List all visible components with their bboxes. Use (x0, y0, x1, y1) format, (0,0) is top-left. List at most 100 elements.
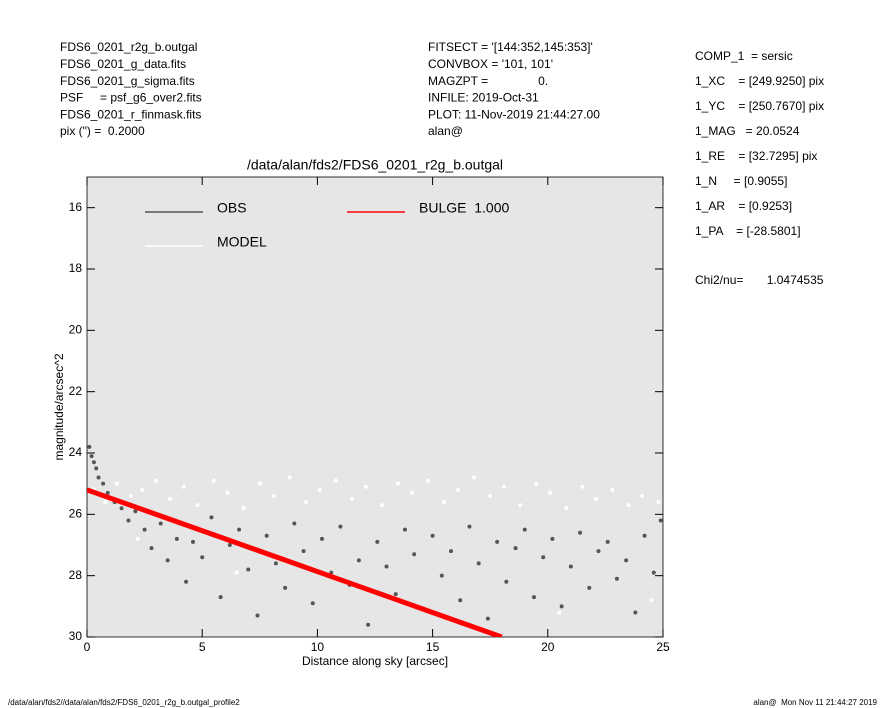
data-point (101, 481, 106, 486)
data-point (91, 460, 96, 465)
data-point (402, 527, 407, 532)
data-point (485, 616, 490, 621)
param-line: 1_RE = [32.7295] pix (695, 149, 817, 163)
y-tick-label: 22 (69, 384, 83, 398)
legend-label: MODEL (217, 234, 267, 250)
data-point (587, 585, 592, 590)
data-point (317, 487, 322, 492)
data-point (135, 536, 140, 541)
data-point (425, 478, 430, 483)
data-point (349, 497, 354, 501)
data-point (366, 622, 371, 627)
data-point (94, 466, 99, 471)
param-line: 1_YC = [250.7670] pix (695, 99, 824, 113)
param-line: 1_PA = [-28.5801] (695, 224, 801, 238)
header-left-line: FDS6_0201_g_data.fits (60, 57, 186, 71)
header-middle-line: alan@ (428, 124, 463, 138)
data-point (149, 546, 154, 551)
data-point (165, 558, 170, 563)
data-point (449, 549, 454, 554)
data-point (642, 533, 647, 538)
data-point (105, 490, 110, 495)
data-point (87, 444, 92, 449)
data-point (119, 506, 124, 511)
data-point (227, 543, 232, 547)
x-tick-label: 25 (656, 640, 670, 654)
x-tick-label: 5 (199, 640, 206, 654)
legend-label: BULGE 1.000 (419, 200, 509, 216)
header-middle-line: INFILE: 2019-Oct-31 (428, 91, 539, 105)
model-line (87, 487, 503, 637)
data-point (633, 610, 638, 615)
data-point (557, 610, 562, 615)
footer-left: /data/alan/fds2//data/alan/fds2/FDS6_020… (8, 698, 240, 707)
data-point (476, 561, 481, 566)
data-point (133, 509, 138, 514)
data-point (195, 503, 200, 508)
data-point (548, 490, 553, 495)
data-point (610, 487, 615, 492)
data-point (430, 533, 435, 538)
data-point (128, 493, 133, 498)
data-point (200, 555, 205, 560)
data-point (209, 515, 214, 520)
data-point (605, 539, 610, 544)
data-point (396, 481, 401, 486)
data-point (568, 564, 573, 569)
data-point (255, 613, 260, 618)
y-axis-label: magnitude/arcsec^2 (52, 353, 66, 460)
data-point (614, 576, 619, 581)
data-point (174, 536, 179, 541)
data-point (140, 487, 145, 492)
data-point (287, 475, 292, 480)
data-point (225, 490, 230, 495)
header-left-line: pix (") = 0.2000 (60, 124, 145, 138)
data-point (594, 497, 599, 501)
data-point (271, 493, 276, 498)
data-point (656, 500, 661, 505)
data-point (103, 500, 108, 505)
data-point (310, 601, 315, 606)
data-point (513, 546, 518, 551)
param-line: 1_AR = [0.9253] (695, 199, 792, 213)
y-tick-label: 30 (69, 629, 83, 643)
data-point (439, 573, 444, 578)
data-point (257, 481, 262, 486)
data-point (522, 527, 527, 532)
data-point (467, 524, 472, 529)
param-line: 1_N = [0.9055] (695, 174, 787, 188)
marks (87, 444, 663, 637)
data-point (89, 454, 94, 459)
data-point (303, 500, 308, 505)
data-point (580, 484, 585, 489)
data-point (458, 598, 463, 603)
data-point (384, 564, 389, 569)
data-point (375, 539, 380, 544)
data-point (393, 592, 398, 597)
data-point (167, 497, 172, 501)
data-point (181, 484, 186, 489)
param-line: COMP_1 = sersic (695, 49, 793, 63)
data-point (502, 484, 507, 489)
data-point (333, 478, 338, 483)
header-left-line: FDS6_0201_g_sigma.fits (60, 74, 195, 88)
y-tick-label: 18 (69, 261, 83, 275)
data-point (379, 503, 384, 508)
y-tick-label: 20 (69, 323, 83, 337)
data-point (624, 558, 629, 563)
data-point (640, 493, 645, 498)
data-point (218, 595, 223, 600)
data-point (534, 481, 539, 486)
data-point (126, 518, 131, 523)
data-point (455, 487, 460, 492)
legend-label: OBS (217, 200, 247, 216)
data-point (246, 567, 251, 572)
plot-area (86, 176, 664, 638)
data-point (184, 579, 189, 584)
data-point (211, 478, 216, 483)
data-point (495, 539, 500, 544)
data-point (488, 493, 493, 498)
header-middle-line: MAGZPT = 0. (428, 74, 548, 88)
data-point (559, 604, 564, 609)
